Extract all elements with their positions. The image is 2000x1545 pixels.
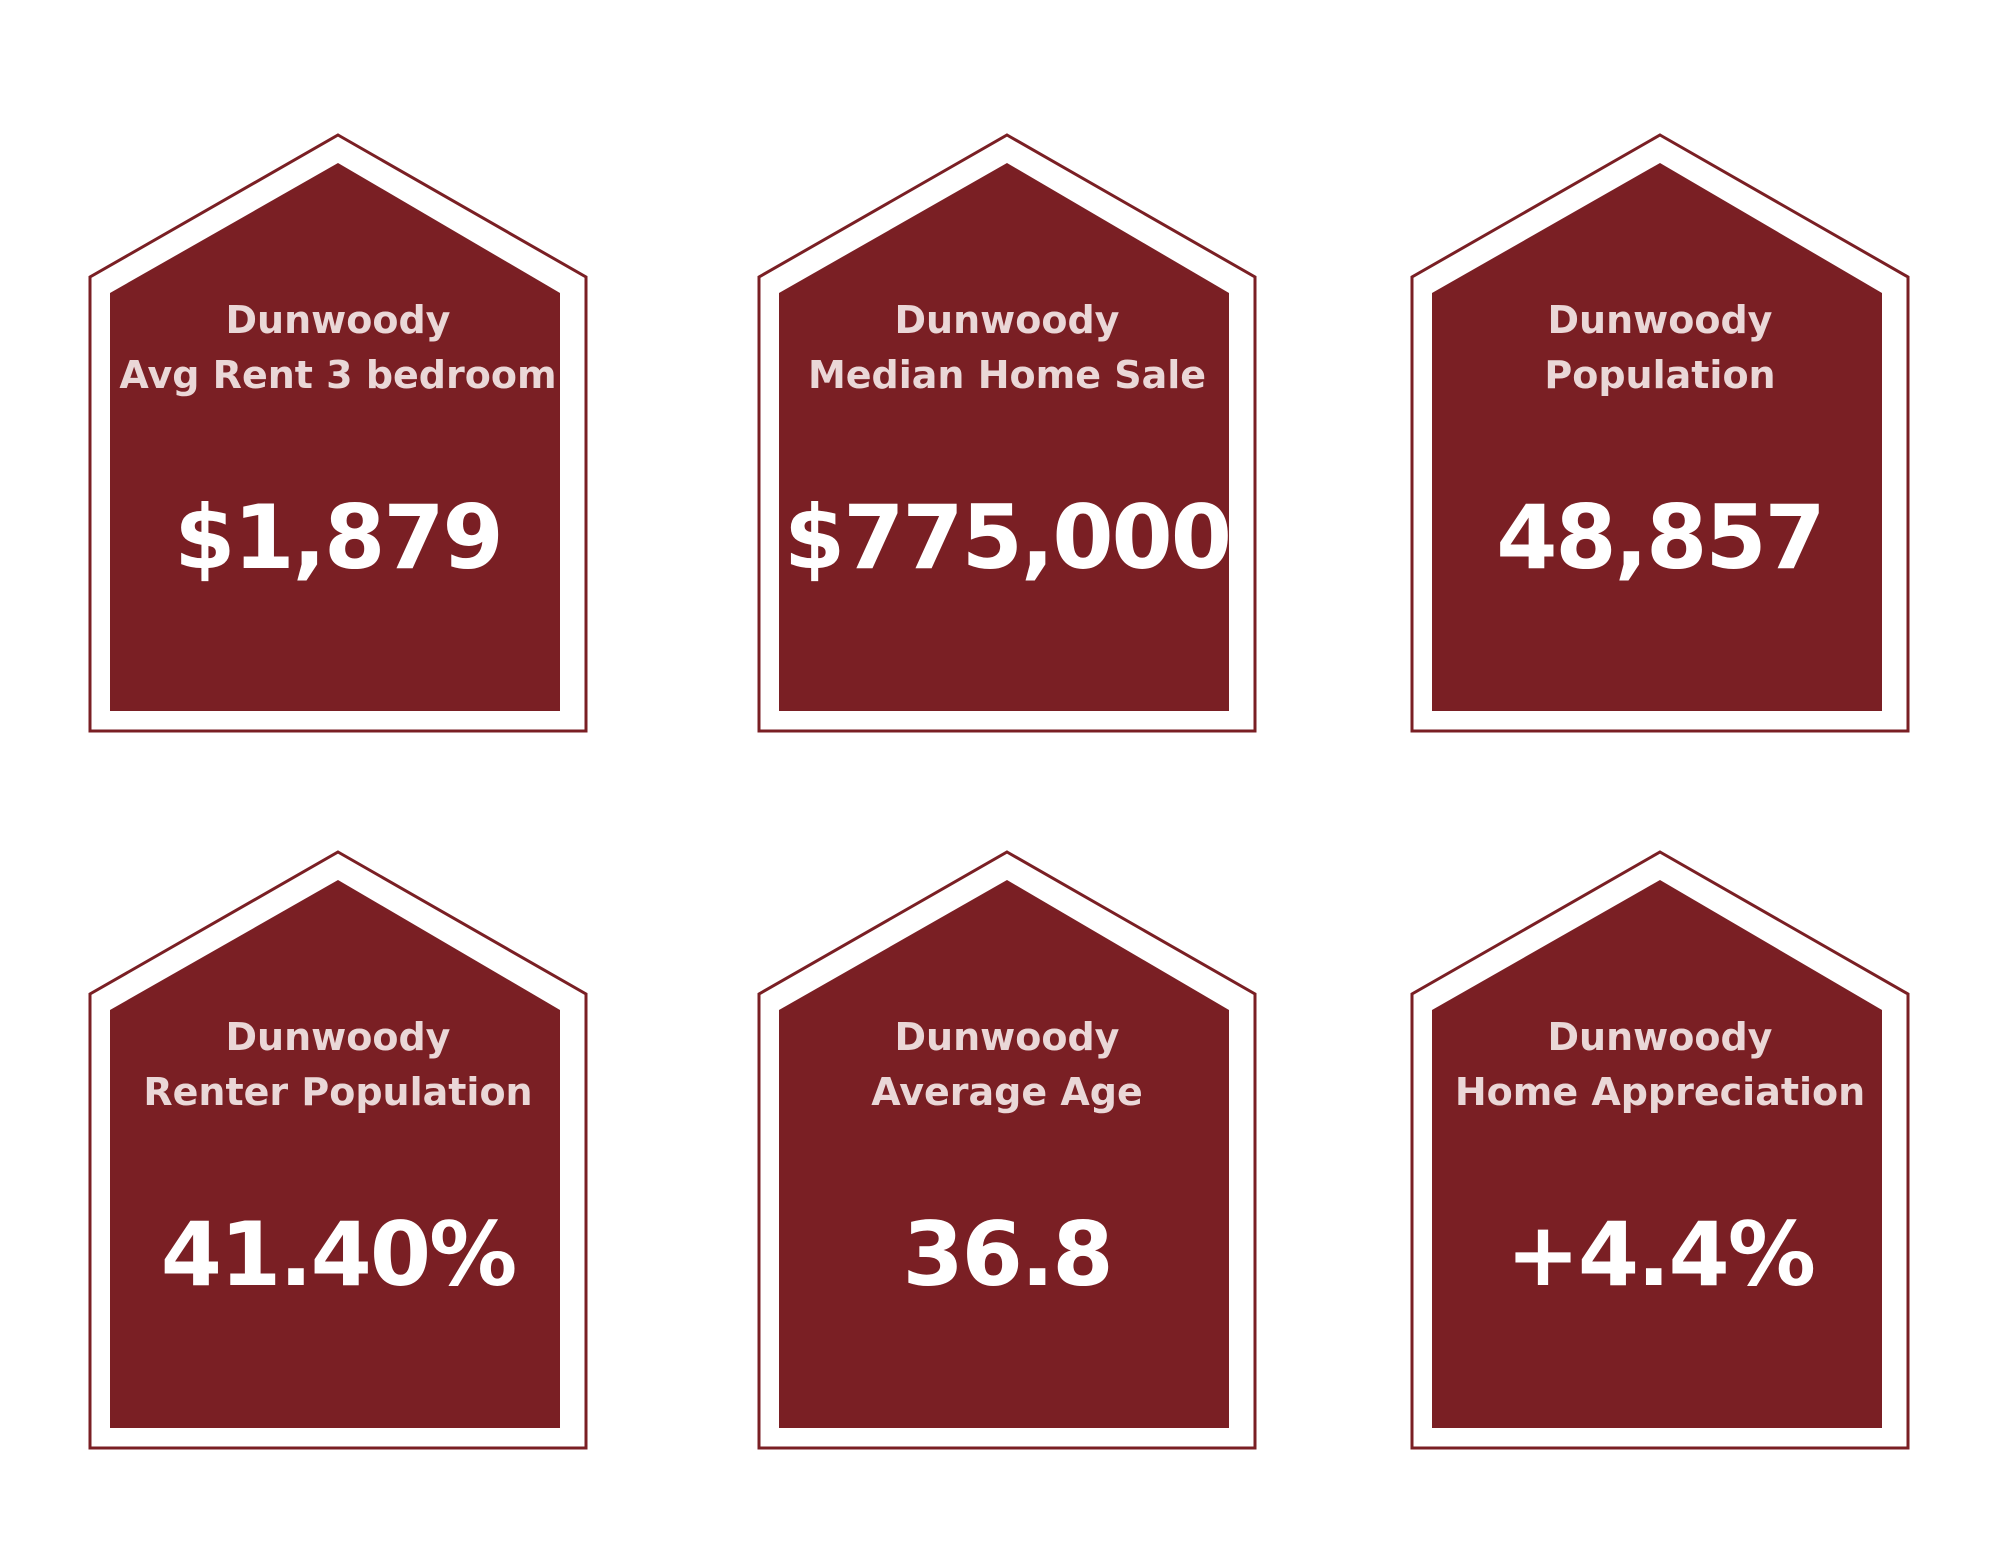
card-value: 41.40%: [160, 1203, 518, 1306]
card-title: Dunwoody Population: [1440, 293, 1880, 403]
card-label: Average Age: [871, 1070, 1143, 1114]
house-shape: [1410, 850, 1910, 1450]
card-label: Population: [1544, 353, 1776, 397]
card-city: Dunwoody: [894, 298, 1120, 342]
card-value: +4.4%: [1506, 1203, 1816, 1306]
stat-card-home-appreciation: Dunwoody Home Appreciation +4.4%: [1410, 850, 1910, 1450]
stat-card-population: Dunwoody Population 48,857: [1410, 133, 1910, 733]
card-title: Dunwoody Median Home Sale: [787, 293, 1227, 403]
house-shape: [757, 133, 1257, 733]
card-value: 36.8: [902, 1203, 1113, 1306]
house-shape: [1410, 133, 1910, 733]
card-city: Dunwoody: [225, 1015, 451, 1059]
card-label: Home Appreciation: [1454, 1070, 1866, 1114]
card-title: Dunwoody Renter Population: [118, 1010, 558, 1120]
stat-card-average-age: Dunwoody Average Age 36.8: [757, 850, 1257, 1450]
stat-card-median-home-sale: Dunwoody Median Home Sale $775,000: [757, 133, 1257, 733]
card-value: $775,000: [783, 486, 1232, 589]
card-city: Dunwoody: [1547, 298, 1773, 342]
card-value: $1,879: [174, 486, 504, 589]
card-city: Dunwoody: [1547, 1015, 1773, 1059]
card-title: Dunwoody Avg Rent 3 bedroom: [118, 293, 558, 403]
card-city: Dunwoody: [225, 298, 451, 342]
card-label: Median Home Sale: [807, 353, 1207, 397]
card-label: Avg Rent 3 bedroom: [119, 353, 557, 397]
stat-card-renter-population: Dunwoody Renter Population 41.40%: [88, 850, 588, 1450]
house-shape: [88, 850, 588, 1450]
card-title: Dunwoody Home Appreciation: [1440, 1010, 1880, 1120]
card-value: 48,857: [1496, 486, 1826, 589]
card-title: Dunwoody Average Age: [787, 1010, 1227, 1120]
stat-card-avg-rent: Dunwoody Avg Rent 3 bedroom $1,879: [88, 133, 588, 733]
card-label: Renter Population: [143, 1070, 533, 1114]
house-shape: [88, 133, 588, 733]
card-city: Dunwoody: [894, 1015, 1120, 1059]
house-shape: [757, 850, 1257, 1450]
